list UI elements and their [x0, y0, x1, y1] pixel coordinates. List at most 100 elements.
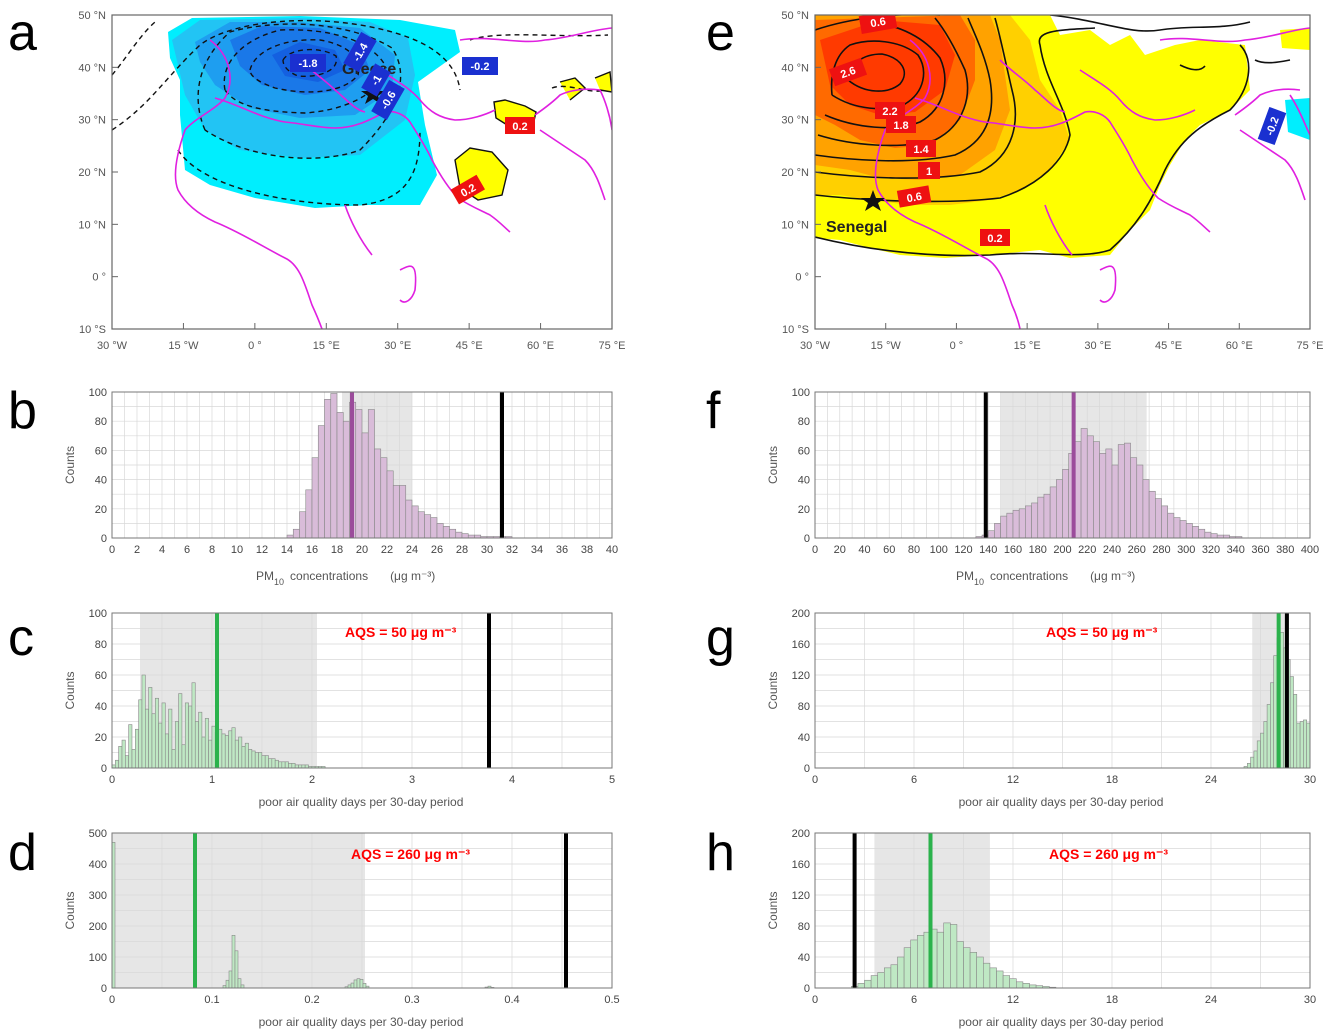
xlabel-pm-left: PM10 concentrations (μg m⁻³) — [256, 569, 435, 587]
hist-f-x-tick-label: 60 — [883, 544, 895, 556]
hist-b-y-label: Counts — [63, 446, 77, 484]
histogram-d: 0 0.1 0.2 0.3 0.4 0.5 0 100 200 300 400 500 Counts — [63, 828, 620, 1006]
hist-d-frame — [111, 832, 613, 989]
map-a-lon-label: 45 °E — [456, 340, 483, 352]
map-e-label-5: 1.4 — [906, 140, 936, 157]
panel-label-b: b — [8, 382, 37, 440]
hist-f-bar — [1179, 520, 1187, 539]
hist-c-bar — [234, 739, 239, 769]
hist-b-y-tick-label: 60 — [95, 445, 107, 457]
hist-b-bar — [311, 457, 319, 539]
hist-b-x-tick-label: 0 — [109, 544, 115, 556]
hist-b-bar — [442, 526, 450, 539]
hist-g-bar — [1263, 721, 1268, 769]
map-a-lat-label: 40 °N — [78, 62, 106, 74]
map-a-lon-label: 15 °E — [313, 340, 340, 352]
map-e-label-2: 2.6 — [828, 57, 868, 87]
hist-b-x-tick-label: 40 — [606, 544, 618, 556]
hist-b-bar — [299, 511, 307, 539]
hist-g-bar — [1293, 694, 1298, 769]
hist-c-x-tick-label: 5 — [609, 774, 615, 786]
hist-h-bar — [989, 967, 997, 989]
hist-g-y-tick-label: 160 — [792, 639, 810, 651]
panel-label-d: d — [8, 824, 37, 882]
map-a-axes: 30 °W 15 °W 0 ° 15 °E 30 °E 45 °E 60 °E 75 °E 50… — [78, 10, 625, 352]
map-e-label-4: 1.8 — [886, 116, 916, 133]
hist-g-x-tick-label: 6 — [911, 774, 917, 786]
hist-d-y-tick-label: 100 — [89, 952, 107, 964]
hist-b-x-tick-label: 18 — [331, 544, 343, 556]
hist-c-bar — [115, 759, 119, 769]
hist-b-y-tick-label: 80 — [95, 416, 107, 428]
hist-d-y-tick-label: 500 — [89, 828, 107, 840]
hist-f-bar — [1018, 508, 1026, 539]
hist-f-y-tick-label: 80 — [798, 416, 810, 428]
map-a-label-2: -1.4 — [343, 31, 377, 73]
hist-c-bar — [278, 761, 283, 769]
hist-f-bar — [1074, 441, 1082, 539]
map-e-lon-label: 0 ° — [950, 340, 964, 352]
hist-c-bar — [261, 755, 266, 769]
hist-d-x-tick-label: 0.4 — [504, 994, 519, 1006]
map-e-location-star-icon — [861, 190, 885, 211]
hist-b-bar — [386, 470, 394, 539]
map-a-lon-label: 30 °W — [97, 340, 128, 352]
hist-g-y-tick-label: 80 — [798, 701, 810, 713]
svg-text:1: 1 — [926, 166, 932, 178]
hist-b-bar — [436, 523, 444, 539]
hist-f-bar — [1167, 512, 1175, 539]
hist-d-bar — [234, 950, 239, 989]
hist-f-bar — [1031, 502, 1039, 539]
map-a-lat-label: 20 °N — [78, 167, 106, 179]
hist-c-bar — [181, 744, 186, 769]
hist-b-x-tick-label: 36 — [556, 544, 568, 556]
hist-c-bar — [141, 674, 146, 769]
hist-h-x-tick-label: 6 — [911, 994, 917, 1006]
hist-b-bar — [336, 412, 344, 539]
map-a-lat-label: 50 °N — [78, 10, 106, 22]
hist-b-x-tick-label: 24 — [406, 544, 418, 556]
hist-c-bar — [184, 702, 189, 769]
hist-d-bar — [359, 979, 364, 989]
hist-h-bar — [883, 967, 892, 989]
hist-c-bar — [288, 763, 293, 769]
hist-g-bar — [1260, 732, 1265, 769]
hist-c-bar — [241, 745, 246, 769]
hist-f-bar — [1056, 479, 1063, 539]
map-e-lon-label: 30 °W — [800, 340, 831, 352]
hist-h-x-tick-label: 12 — [1007, 994, 1019, 1006]
hist-b-x-tick-label: 28 — [456, 544, 468, 556]
hist-c-bar — [224, 735, 229, 769]
hist-h-bar — [877, 972, 885, 989]
map-e-label-8: 0.2 — [980, 229, 1010, 246]
hist-d-y-label: Counts — [63, 891, 77, 929]
hist-c-bar — [238, 736, 243, 769]
hist-b-bar — [455, 531, 463, 539]
svg-text:1.4: 1.4 — [913, 144, 929, 156]
hist-g-bar — [1299, 721, 1304, 769]
hist-h-bar — [864, 979, 872, 989]
hist-f-bar — [1086, 435, 1094, 539]
hist-b-bar — [424, 514, 432, 539]
hist-h-bar — [857, 983, 865, 989]
hist-c-bar — [191, 682, 196, 769]
hist-b-x-tick-label: 38 — [581, 544, 593, 556]
hist-c-y-tick-label: 80 — [95, 639, 107, 651]
hist-f-bar — [1006, 512, 1014, 539]
hist-g-y-label: Counts — [766, 671, 780, 709]
hist-h-bar — [1015, 981, 1024, 989]
hist-f-bar — [1192, 526, 1199, 539]
hist-g-bar — [1303, 719, 1308, 769]
hist-f-x-tick-label: 200 — [1053, 544, 1071, 556]
hist-f-bar — [1155, 498, 1162, 539]
hist-f-x-tick-label: 20 — [834, 544, 846, 556]
hist-h-bar — [943, 922, 951, 989]
hist-d-y-tick-label: 400 — [89, 859, 107, 871]
hist-b-x-tick-label: 10 — [231, 544, 243, 556]
hist-g-x-tick-label: 12 — [1007, 774, 1019, 786]
hist-h-bar — [976, 956, 984, 989]
hist-h-bar — [890, 964, 898, 989]
hist-c-bar — [251, 750, 256, 769]
map-e-lon-label: 15 °W — [871, 340, 902, 352]
hist-d-bar — [353, 979, 358, 989]
